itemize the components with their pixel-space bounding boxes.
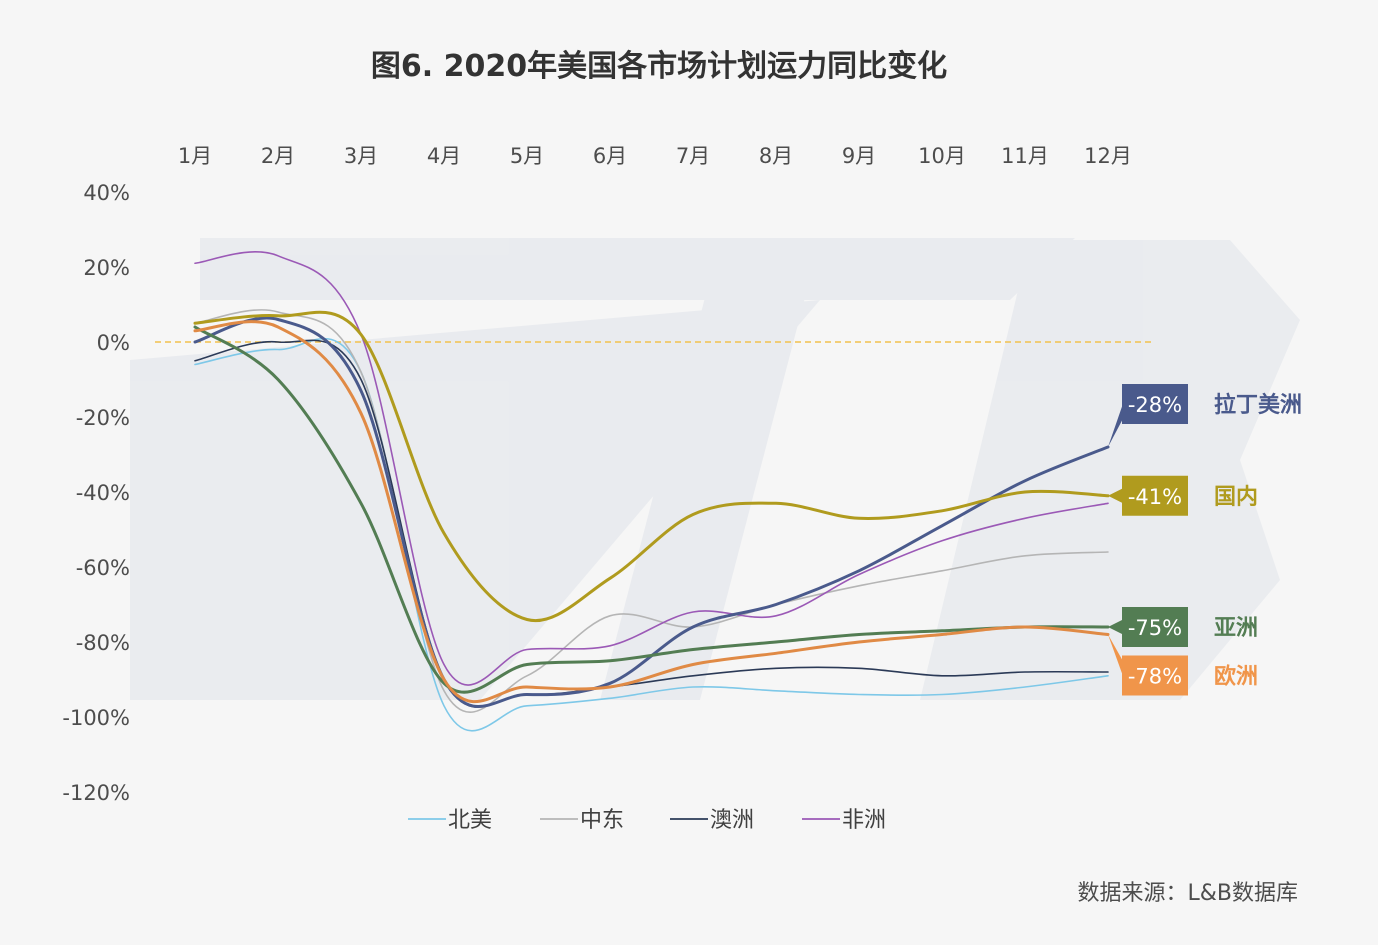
y-tick-label: -80%: [76, 631, 130, 655]
end-label-亚洲: -75% 亚洲: [1108, 607, 1258, 647]
y-tick-label: -100%: [62, 706, 130, 730]
callout-box: [1122, 607, 1188, 647]
y-tick-label: 40%: [83, 181, 130, 205]
x-tick-label: 8月: [759, 144, 793, 168]
watermark-letter: [920, 240, 1300, 700]
legend-item: 北美: [408, 808, 492, 833]
watermark-logo: [130, 238, 1300, 700]
legend-label: 中东: [580, 808, 624, 833]
legend-item: 澳洲: [670, 808, 754, 833]
series-name-label: 拉丁美洲: [1214, 392, 1302, 418]
series-line-亚洲: [193, 325, 1110, 694]
y-tick-label: -40%: [76, 481, 130, 505]
end-value-label: -75%: [1128, 616, 1182, 640]
series-name-label: 国内: [1214, 485, 1258, 510]
end-label-欧洲: -78% 欧洲: [1108, 634, 1258, 696]
end-value-label: -41%: [1128, 485, 1182, 509]
legend-label: 非洲: [842, 808, 886, 833]
callout-pointer: [1108, 618, 1126, 636]
end-value-label: -78%: [1128, 665, 1182, 689]
y-tick-label: -120%: [62, 781, 130, 805]
end-labels: -28% 拉丁美洲 -41% 国内 -75% 亚洲 -78% 欧洲: [1108, 384, 1302, 696]
watermark-stroke: [200, 238, 1075, 300]
callout-pointer: [1108, 634, 1126, 685]
chart-title: 图6. 2020年美国各市场计划运力同比变化: [371, 49, 947, 84]
x-tick-label: 5月: [510, 144, 544, 168]
x-axis: 1月 2月 3月 4月 5月 6月 7月 8月 9月 10月 11月 12月: [178, 144, 1132, 168]
x-tick-label: 2月: [261, 144, 295, 168]
x-tick-label: 4月: [427, 144, 461, 168]
legend-label: 澳洲: [710, 808, 754, 833]
x-tick-label: 10月: [918, 144, 966, 168]
x-tick-label: 12月: [1084, 144, 1132, 168]
legend-label: 北美: [448, 808, 492, 833]
x-tick-label: 9月: [842, 144, 876, 168]
source-note: 数据来源：L&B数据库: [1077, 881, 1298, 906]
callout-box: [1122, 655, 1188, 696]
series-line-欧洲: [193, 320, 1110, 703]
x-tick-label: 11月: [1001, 144, 1049, 168]
end-label-拉丁美洲: -28% 拉丁美洲: [1108, 384, 1302, 447]
series-name-label: 欧洲: [1214, 664, 1258, 690]
y-tick-label: -20%: [76, 406, 130, 430]
series-line-中东: [194, 309, 1109, 714]
x-tick-label: 6月: [593, 144, 627, 168]
x-tick-label: 7月: [676, 144, 710, 168]
series-layer: [193, 251, 1110, 732]
watermark-bar: [600, 240, 820, 700]
x-tick-label: 1月: [178, 144, 212, 168]
y-tick-label: -60%: [76, 556, 130, 580]
legend-item: 非洲: [802, 808, 886, 833]
y-tick-label: 0%: [97, 331, 130, 355]
end-value-label: -28%: [1128, 393, 1182, 417]
y-tick-label: 20%: [83, 256, 130, 280]
legend: 北美 中东 澳洲 非洲: [408, 808, 886, 833]
callout-pointer: [1108, 486, 1126, 505]
series-line-拉丁美洲: [193, 316, 1110, 708]
y-axis: 40% 20% 0% -20% -40% -60% -80% -100% -120%: [62, 181, 130, 805]
series-name-label: 亚洲: [1214, 616, 1258, 641]
legend-item: 中东: [540, 808, 624, 833]
callout-pointer: [1108, 395, 1126, 447]
series-line-国内: [193, 310, 1110, 623]
callout-box: [1122, 475, 1188, 516]
callout-box: [1122, 384, 1188, 424]
end-label-国内: -41% 国内: [1108, 475, 1258, 516]
series-line-非洲: [194, 251, 1109, 686]
x-tick-label: 3月: [344, 144, 378, 168]
watermark-wing: [130, 300, 820, 700]
